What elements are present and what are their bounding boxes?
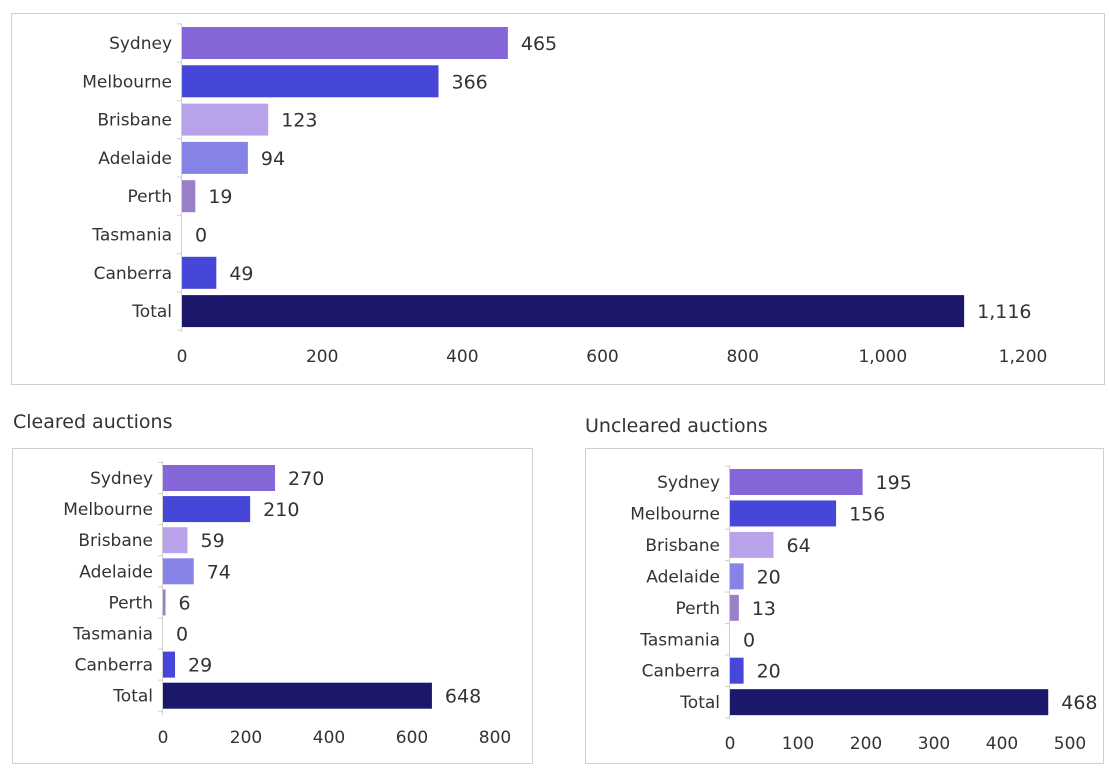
value-label-adelaide: 74 bbox=[207, 561, 231, 583]
value-label-canberra: 49 bbox=[229, 263, 253, 285]
value-label-sydney: 270 bbox=[288, 468, 324, 490]
category-label-total: Total bbox=[112, 687, 153, 707]
value-label-perth: 19 bbox=[208, 186, 232, 208]
bar-adelaide bbox=[730, 563, 744, 590]
category-label-adelaide: Adelaide bbox=[98, 149, 172, 169]
value-label-melbourne: 156 bbox=[849, 503, 885, 525]
category-label-brisbane: Brisbane bbox=[97, 111, 172, 131]
category-label-perth: Perth bbox=[108, 593, 153, 613]
x-tick-label: 1,000 bbox=[858, 347, 907, 367]
value-label-melbourne: 366 bbox=[452, 71, 488, 93]
x-tick-label: 100 bbox=[782, 734, 814, 754]
bar-perth bbox=[182, 180, 196, 213]
value-label-adelaide: 94 bbox=[261, 148, 285, 170]
value-label-total: 468 bbox=[1061, 692, 1097, 714]
value-label-total: 1,116 bbox=[977, 301, 1031, 323]
category-label-perth: Perth bbox=[127, 187, 172, 207]
category-label-tasmania: Tasmania bbox=[639, 630, 720, 650]
value-label-adelaide: 20 bbox=[757, 566, 781, 588]
x-tick-label: 600 bbox=[396, 728, 428, 748]
bar-sydney bbox=[163, 465, 276, 491]
category-label-melbourne: Melbourne bbox=[63, 500, 153, 520]
cleared-auctions-panel: Sydney 270 Melbourne 210 Brisbane 59 Adelaide 7… bbox=[12, 448, 533, 764]
value-label-canberra: 20 bbox=[757, 661, 781, 683]
bar-total bbox=[163, 682, 432, 709]
x-tick-label: 400 bbox=[313, 728, 345, 748]
x-tick-label: 400 bbox=[446, 347, 478, 367]
value-label-tasmania: 0 bbox=[743, 629, 755, 651]
category-label-total: Total bbox=[679, 693, 720, 713]
bar-sydney bbox=[730, 469, 863, 495]
x-tick-label: 0 bbox=[158, 728, 169, 748]
bar-perth bbox=[163, 589, 166, 616]
bar-sydney bbox=[182, 27, 508, 59]
category-label-canberra: Canberra bbox=[75, 656, 153, 676]
cleared-auctions-chart: Sydney 270 Melbourne 210 Brisbane 59 Adelaide 7… bbox=[63, 461, 511, 748]
bar-brisbane bbox=[163, 527, 188, 554]
x-tick-label: 600 bbox=[586, 347, 618, 367]
value-label-perth: 13 bbox=[752, 598, 776, 620]
bar-adelaide bbox=[163, 558, 194, 585]
category-label-sydney: Sydney bbox=[90, 469, 153, 489]
x-tick-label: 200 bbox=[306, 347, 338, 367]
category-label-adelaide: Adelaide bbox=[646, 567, 720, 587]
x-tick-label: 200 bbox=[850, 734, 882, 754]
value-label-sydney: 465 bbox=[521, 33, 557, 55]
category-label-sydney: Sydney bbox=[109, 34, 172, 54]
bar-melbourne bbox=[182, 65, 439, 98]
total-auctions-panel: Sydney 465 Melbourne 366 Brisbane 123 Adelaide… bbox=[11, 13, 1105, 385]
bar-brisbane bbox=[730, 531, 774, 558]
category-label-brisbane: Brisbane bbox=[645, 536, 720, 556]
value-label-tasmania: 0 bbox=[176, 624, 188, 646]
bar-perth bbox=[730, 594, 739, 621]
value-label-canberra: 29 bbox=[188, 655, 212, 677]
value-label-tasmania: 0 bbox=[195, 225, 207, 247]
category-label-adelaide: Adelaide bbox=[79, 562, 153, 582]
category-label-melbourne: Melbourne bbox=[82, 72, 172, 92]
category-label-tasmania: Tasmania bbox=[91, 226, 172, 246]
x-tick-label: 0 bbox=[725, 734, 736, 754]
x-tick-label: 300 bbox=[918, 734, 950, 754]
category-label-tasmania: Tasmania bbox=[72, 625, 153, 645]
value-label-perth: 6 bbox=[178, 592, 190, 614]
bar-brisbane bbox=[182, 103, 269, 136]
value-label-brisbane: 64 bbox=[787, 535, 811, 557]
cleared-auctions-title: Cleared auctions bbox=[13, 411, 173, 433]
x-tick-label: 500 bbox=[1054, 734, 1086, 754]
category-label-perth: Perth bbox=[675, 599, 720, 619]
value-label-brisbane: 123 bbox=[281, 110, 317, 132]
x-tick-label: 0 bbox=[177, 347, 188, 367]
uncleared-auctions-title: Uncleared auctions bbox=[585, 415, 768, 437]
category-label-total: Total bbox=[131, 302, 172, 322]
value-label-sydney: 195 bbox=[876, 472, 912, 494]
x-tick-label: 200 bbox=[230, 728, 262, 748]
value-label-melbourne: 210 bbox=[263, 499, 299, 521]
category-label-brisbane: Brisbane bbox=[78, 531, 153, 551]
x-tick-label: 800 bbox=[479, 728, 511, 748]
category-label-sydney: Sydney bbox=[657, 473, 720, 493]
uncleared-auctions-panel: Sydney 195 Melbourne 156 Brisbane 64 Adelaide 2… bbox=[585, 448, 1104, 764]
bar-melbourne bbox=[730, 500, 837, 527]
value-label-total: 648 bbox=[445, 686, 481, 708]
category-label-canberra: Canberra bbox=[642, 662, 720, 682]
bar-adelaide bbox=[182, 141, 248, 174]
category-label-melbourne: Melbourne bbox=[630, 504, 720, 524]
value-label-brisbane: 59 bbox=[200, 530, 224, 552]
x-tick-label: 800 bbox=[726, 347, 758, 367]
bar-canberra bbox=[730, 657, 744, 684]
total-auctions-chart: Sydney 465 Melbourne 366 Brisbane 123 Adelaide… bbox=[82, 23, 1048, 367]
bar-melbourne bbox=[163, 496, 251, 523]
category-label-canberra: Canberra bbox=[94, 264, 172, 284]
bar-canberra bbox=[163, 651, 176, 678]
bar-total bbox=[182, 295, 965, 328]
bar-canberra bbox=[182, 256, 217, 289]
bar-total bbox=[730, 689, 1049, 716]
x-tick-label: 400 bbox=[986, 734, 1018, 754]
x-tick-label: 1,200 bbox=[999, 347, 1048, 367]
uncleared-auctions-chart: Sydney 195 Melbourne 156 Brisbane 64 Adelaide 2… bbox=[630, 465, 1098, 754]
